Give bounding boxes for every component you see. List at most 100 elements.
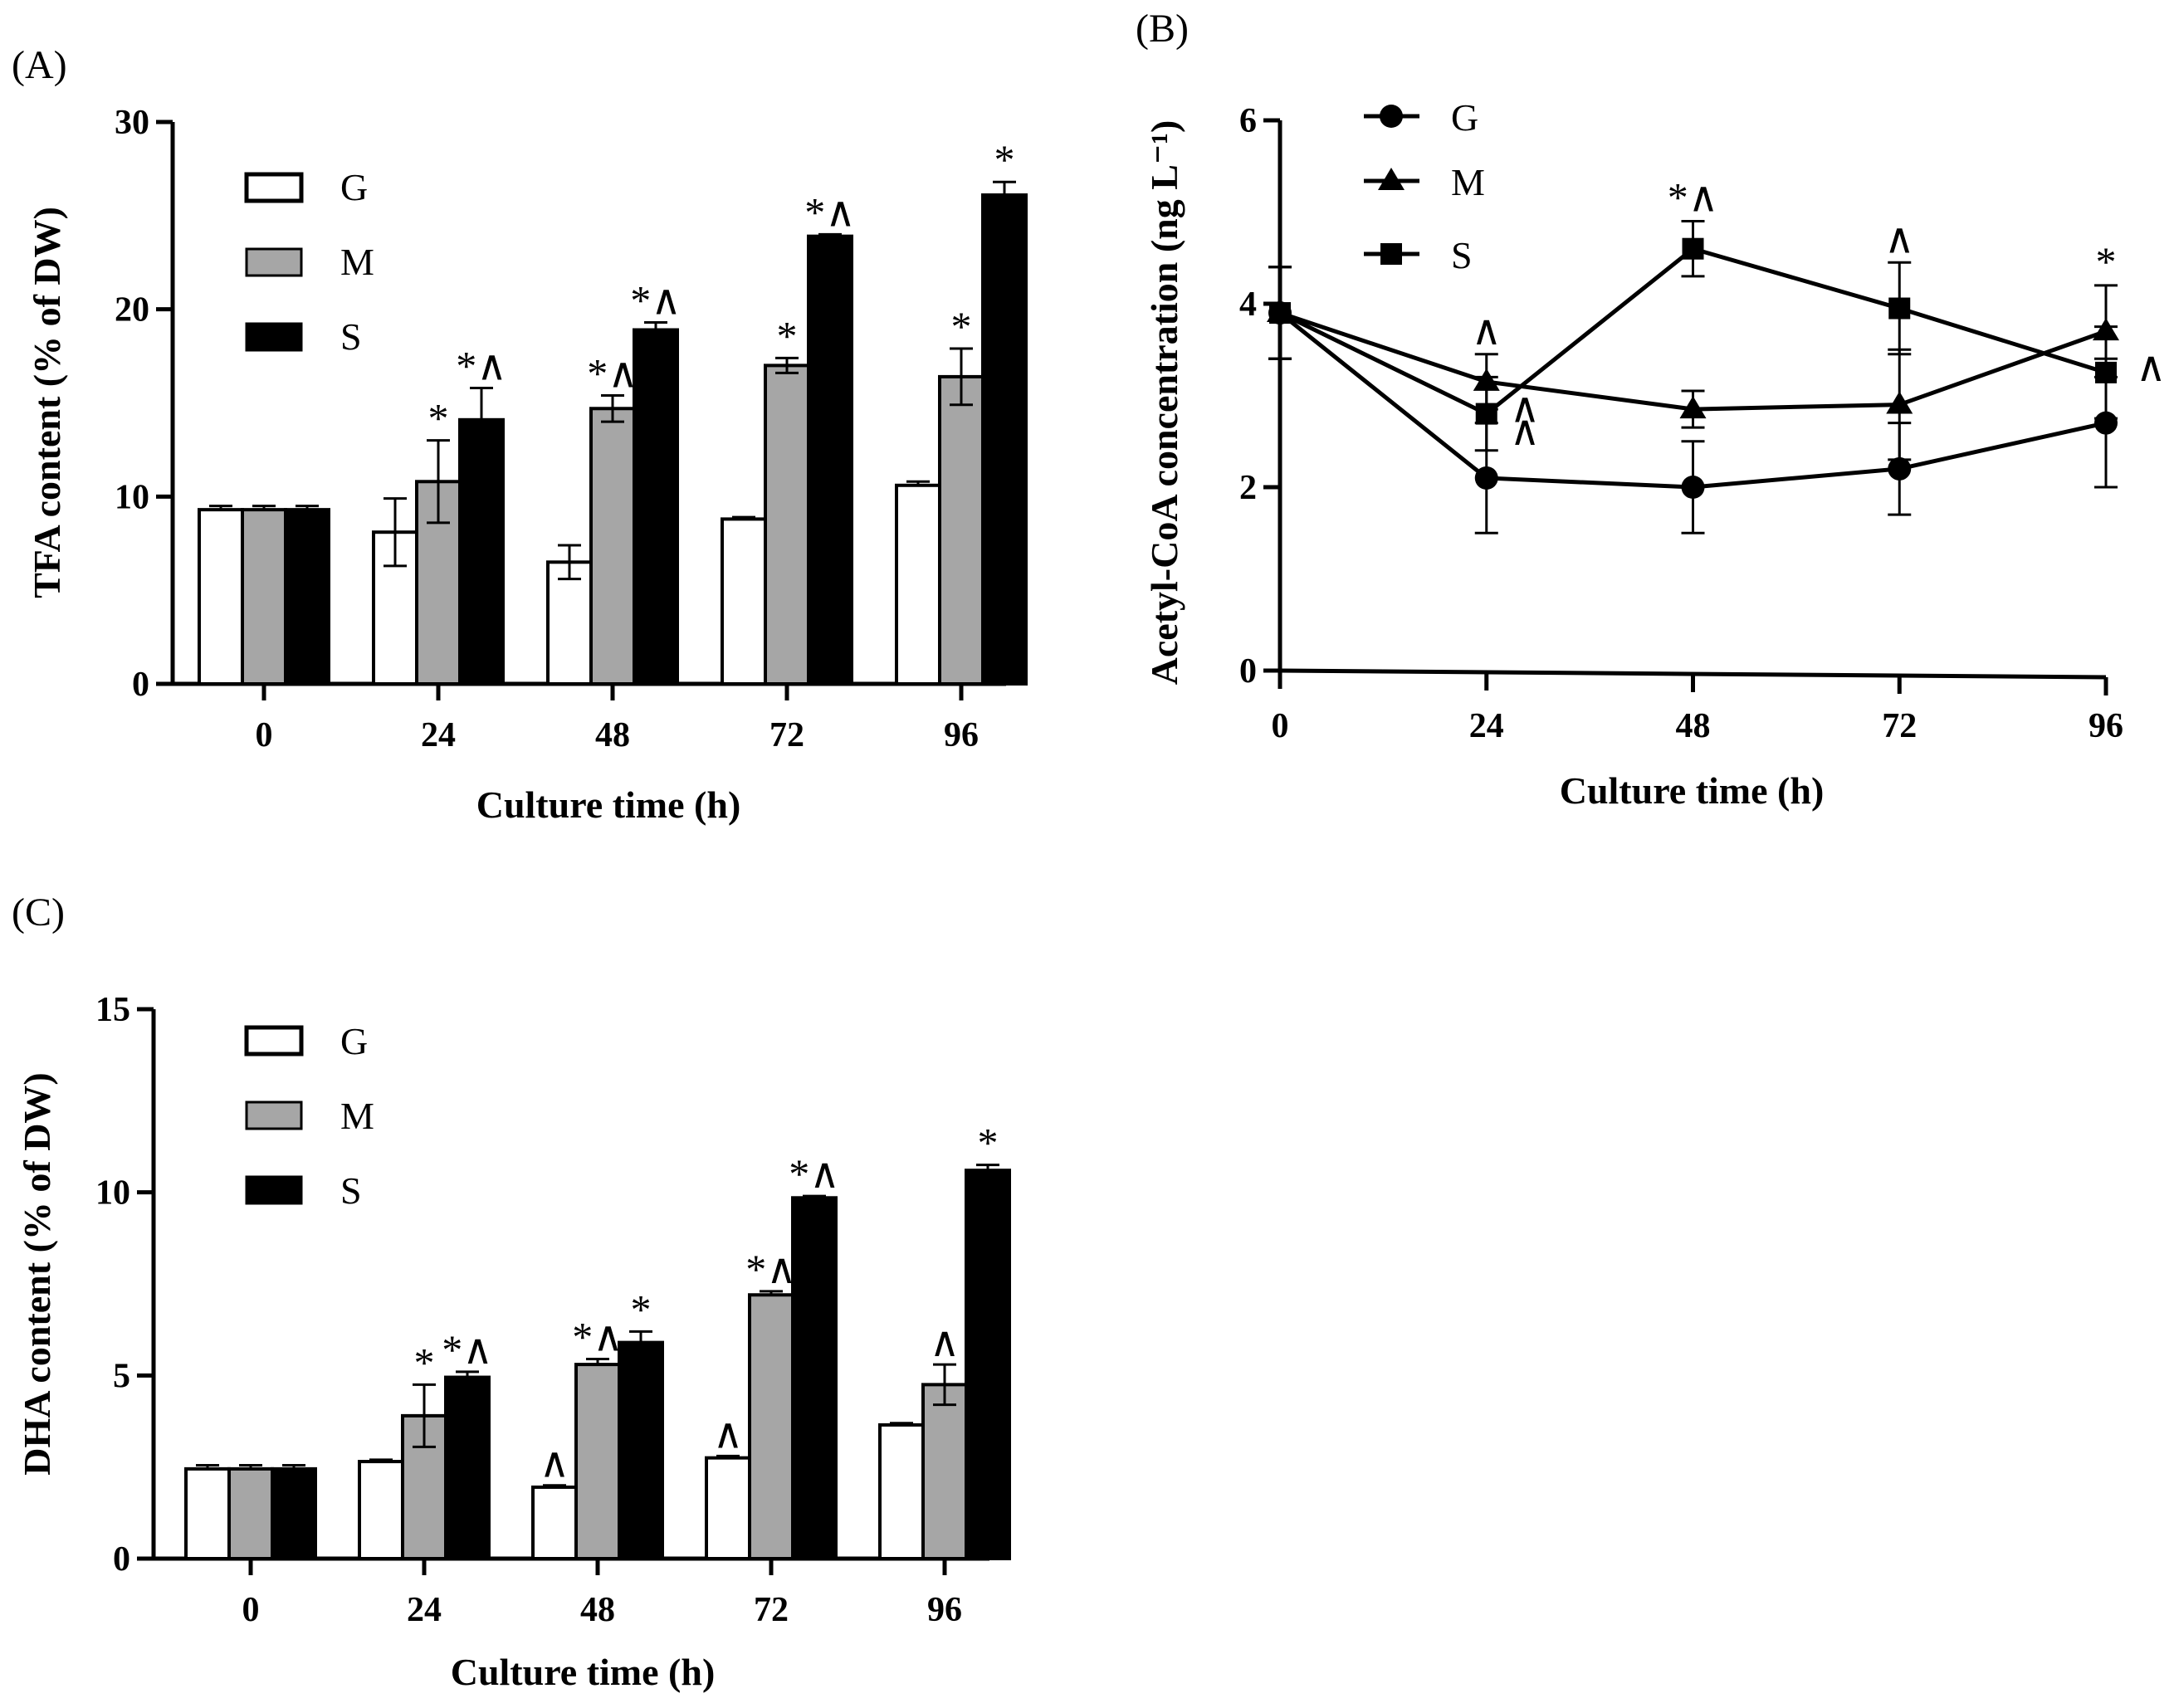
panel-b-significance-mark: ∧ [1471,307,1502,354]
panel-a-x-tick-label: 96 [944,716,979,754]
legend-label-s: S [340,315,362,358]
panel-c-x-tick-label: 24 [407,1591,442,1629]
panel-c-x-tick-label: 48 [580,1591,615,1629]
panel-b-y-axis-title: Acetyl-CoA concentration (ng L⁻¹) [1143,120,1185,686]
panel-b-point-g [1888,456,1912,481]
panel-a-y-axis-title: TFA content (% of DW) [26,207,68,598]
panel-a-x-axis-title: Culture time (h) [476,783,741,826]
panel-c-bar-g [358,1460,404,1560]
panel-a-x-tick-label: 48 [595,716,630,754]
panel-c-significance-mark: *∧ [789,1150,840,1197]
panel-c-bar-g [184,1466,231,1560]
panel-c-significance-mark: ∧ [930,1319,960,1365]
panel-b-y-tick-label: 4 [1239,285,1257,324]
panel-b-significance-mark: ∧ [1510,407,1541,454]
panel-a-bar-m [938,374,984,686]
panel-c-label: (C) [12,891,65,935]
legend-marker-m [1378,168,1405,190]
panel-c-bar-s [791,1196,838,1560]
panel-a-bar-s [807,234,853,686]
legend-label-g: G [340,1020,368,1062]
panel-a-bar-s [981,193,1028,686]
panel-c-bar-g [531,1485,578,1560]
panel-b-point-s [1888,297,1911,320]
panel-b-significance-mark: *∧ [1668,174,1719,221]
legend-swatch-g [244,1025,304,1057]
panel-c-significance-mark: *∧ [745,1246,797,1292]
legend-swatch-g [244,172,304,203]
panel-c-y-tick-label: 5 [113,1357,130,1395]
panel-c-bar-s [965,1169,1011,1560]
panel-a-significance-mark: * [777,312,798,359]
panel-a-bar-m [241,508,287,686]
panel-a-bar-s [633,328,679,686]
panel-b-significance-mark: ∧ [2136,344,2167,390]
panel-c-bar-g [705,1456,751,1560]
panel-c-significance-mark: ∧ [713,1410,744,1457]
panel-c-x-axis-title: Culture time (h) [451,1651,716,1693]
panel-c-x-tick-label: 0 [242,1591,260,1629]
panel-c-bar-s [618,1340,664,1560]
legend-marker-g [1380,105,1403,128]
panel-a-bar-m [764,364,810,686]
legend-label-s: S [340,1169,362,1212]
panel-b-x-tick-label: 24 [1469,707,1504,745]
panel-b-label: (B) [1136,7,1189,51]
legend-label-m: M [340,241,374,283]
panel-b-x-axis-title: Culture time (h) [1560,769,1825,812]
legend-swatch-m [245,1100,303,1130]
panel-a-bar-g [546,560,593,686]
panel-a-significance-mark: * [994,136,1015,183]
panel-c-significance-mark: * [978,1120,999,1166]
panel-a-significance-mark: *∧ [456,342,507,388]
panel-c-bar-s [271,1466,317,1560]
panel-b-x-tick-label: 72 [1882,707,1917,745]
panel-b-point-s [2095,361,2117,383]
panel-a-significance-mark: *∧ [630,276,682,323]
panel-b-point-s [1269,302,1291,325]
panel-a-legend: G M S [244,166,374,358]
legend-marker-s [1380,243,1402,265]
panel-c-bar-m [748,1293,794,1560]
legend-swatch-s [245,1175,303,1205]
panel-c-significance-mark: *∧ [442,1326,493,1373]
panel-b-x-tick-label: 0 [1272,707,1289,745]
panel-b-legend: G M S [1364,96,1485,276]
legend-label-m: M [340,1095,374,1137]
panel-c-bar-m [227,1466,274,1560]
panel-c: (C) DHA content (% of DW) Culture time (… [12,891,1011,1693]
panel-b-point-g [1474,466,1498,490]
panel-a-significance-mark: * [428,395,449,442]
panel-a-bar-g [198,508,244,686]
panel-a-y-tick-label: 0 [132,666,149,704]
panel-b-x-tick-label: 96 [2089,707,2123,745]
panel-c-y-axis-title: DHA content (% of DW) [16,1072,58,1476]
panel-b-point-s [1682,237,1704,260]
panel-c-significance-mark: ∧ [540,1440,570,1486]
panel-b-y-tick-label: 6 [1239,102,1257,140]
panel-a-bar-s [284,508,330,686]
panel-a: (A) TFA content (% of DW) Culture time (… [12,43,1028,826]
panel-c-significance-mark: * [631,1286,652,1332]
legend-swatch-m [245,247,303,277]
panel-a-bar-g [721,517,767,686]
panel-b: (B) Acetyl-CoA concentration (ng L⁻¹) Cu… [1136,7,2167,812]
panel-a-x-tick-label: 72 [769,716,804,754]
panel-b-significance-mark: ∧ [1884,215,1915,261]
panel-b-y-tick-label: 0 [1239,652,1257,691]
panel-c-x-tick-label: 96 [927,1591,962,1629]
panel-b-point-g [1681,476,1705,499]
panel-a-bar-m [589,407,636,686]
panel-c-significance-mark: * [414,1339,435,1385]
panel-a-y-tick-label: 30 [115,104,149,142]
panel-b-significance-mark: * [2096,238,2117,285]
panel-c-y-tick-label: 0 [113,1540,130,1579]
panel-b-point-s [1475,403,1497,425]
legend-label-g: G [1451,96,1478,139]
panel-a-y-tick-label: 10 [115,478,149,516]
panel-c-bar-m [574,1363,621,1561]
legend-label-m: M [1451,161,1485,203]
